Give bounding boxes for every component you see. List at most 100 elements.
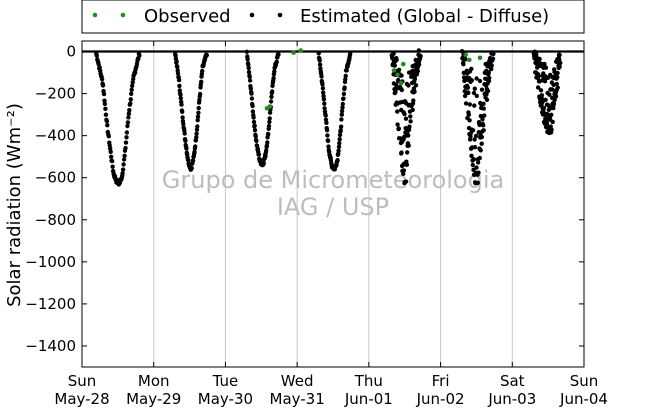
estimated-point [396, 126, 401, 131]
legend: Observed Estimated (Global - Diffuse) [81, 0, 585, 34]
estimated-point [131, 76, 136, 82]
watermark-line-2: IAG / USP [277, 193, 389, 221]
estimated-point [542, 79, 548, 84]
estimated-point [403, 116, 409, 121]
estimated-point [109, 158, 115, 164]
estimated-point [487, 75, 492, 81]
estimated-point [344, 68, 349, 73]
estimated-point [105, 123, 110, 128]
estimated-point [407, 124, 412, 129]
estimated-point [552, 97, 557, 103]
estimated-point [413, 83, 419, 88]
estimated-point [539, 96, 544, 101]
estimated-point [412, 89, 417, 94]
estimated-point [471, 90, 477, 96]
estimated-point [340, 105, 345, 110]
estimated-point [474, 165, 479, 170]
y-axis-label: Solar radiation (Wm⁻²) [4, 103, 25, 307]
estimated-point [181, 121, 186, 127]
x-tick-label-day: Sun [68, 372, 97, 390]
estimated-point [120, 171, 125, 176]
estimated-point [338, 128, 343, 133]
estimated-point [129, 91, 134, 97]
estimated-point [324, 128, 330, 133]
x-tick-label-day: Mon [138, 372, 170, 390]
estimated-point [270, 89, 275, 94]
estimated-point [405, 150, 410, 155]
estimated-point [323, 113, 328, 118]
estimated-point [536, 73, 541, 79]
estimated-point [470, 128, 476, 133]
estimated-point [99, 77, 105, 82]
estimated-point [337, 141, 342, 146]
estimated-point [204, 53, 209, 58]
estimated-point [123, 145, 128, 151]
estimated-point [178, 96, 183, 101]
estimated-point [416, 62, 422, 67]
estimated-point [547, 92, 552, 97]
estimated-point [200, 68, 205, 74]
estimated-point [326, 144, 331, 149]
grid [153, 41, 513, 367]
y-tick-label: −800 [35, 211, 76, 229]
estimated-point [411, 98, 416, 103]
estimated-point [130, 80, 135, 85]
estimated-point [195, 114, 201, 119]
data-points [94, 48, 563, 187]
estimated-point [272, 69, 277, 74]
estimated-point [322, 106, 327, 111]
estimated-point [128, 101, 133, 106]
estimated-point [124, 135, 129, 140]
estimated-point [267, 116, 272, 121]
estimated-point [399, 73, 404, 78]
estimated-point [94, 53, 100, 58]
estimated-point [196, 105, 201, 111]
estimated-point [121, 157, 127, 162]
x-tick-label-day: Sat [500, 372, 525, 390]
legend-observed-marker [92, 12, 98, 18]
estimated-point [488, 61, 493, 67]
estimated-point [137, 53, 142, 58]
estimated-point [276, 52, 281, 57]
estimated-point [473, 133, 479, 139]
x-tick-label-day: Fri [432, 372, 450, 390]
estimated-point [399, 150, 404, 155]
estimated-point [186, 157, 191, 163]
estimated-point [412, 76, 417, 82]
estimated-point [468, 131, 473, 136]
estimated-point [192, 149, 197, 155]
estimated-point [336, 148, 341, 153]
estimated-point [265, 140, 270, 145]
estimated-point [248, 86, 253, 91]
estimated-point [480, 117, 485, 122]
y-tick-label: −1400 [25, 337, 76, 355]
estimated-point [320, 82, 325, 87]
estimated-point [402, 99, 408, 104]
estimated-point [416, 48, 421, 53]
estimated-point [475, 160, 481, 165]
estimated-point [127, 108, 132, 113]
estimated-point [535, 85, 541, 90]
estimated-point [538, 88, 544, 93]
estimated-point [246, 69, 252, 75]
estimated-point [120, 167, 126, 172]
estimated-point [406, 133, 411, 138]
estimated-point [197, 97, 202, 103]
estimated-point [184, 146, 189, 151]
estimated-point [481, 123, 486, 128]
estimated-point [108, 149, 113, 154]
estimated-point [196, 110, 201, 116]
estimated-point [537, 56, 542, 62]
estimated-point [319, 74, 324, 79]
estimated-point [189, 165, 194, 171]
estimated-point [104, 118, 110, 124]
estimated-point [550, 119, 555, 125]
estimated-point [490, 58, 495, 63]
estimated-point [244, 49, 250, 54]
estimated-point [399, 87, 404, 93]
estimated-point [463, 57, 468, 62]
estimated-point [339, 117, 344, 122]
estimated-point [263, 154, 268, 159]
estimated-point [481, 128, 486, 133]
